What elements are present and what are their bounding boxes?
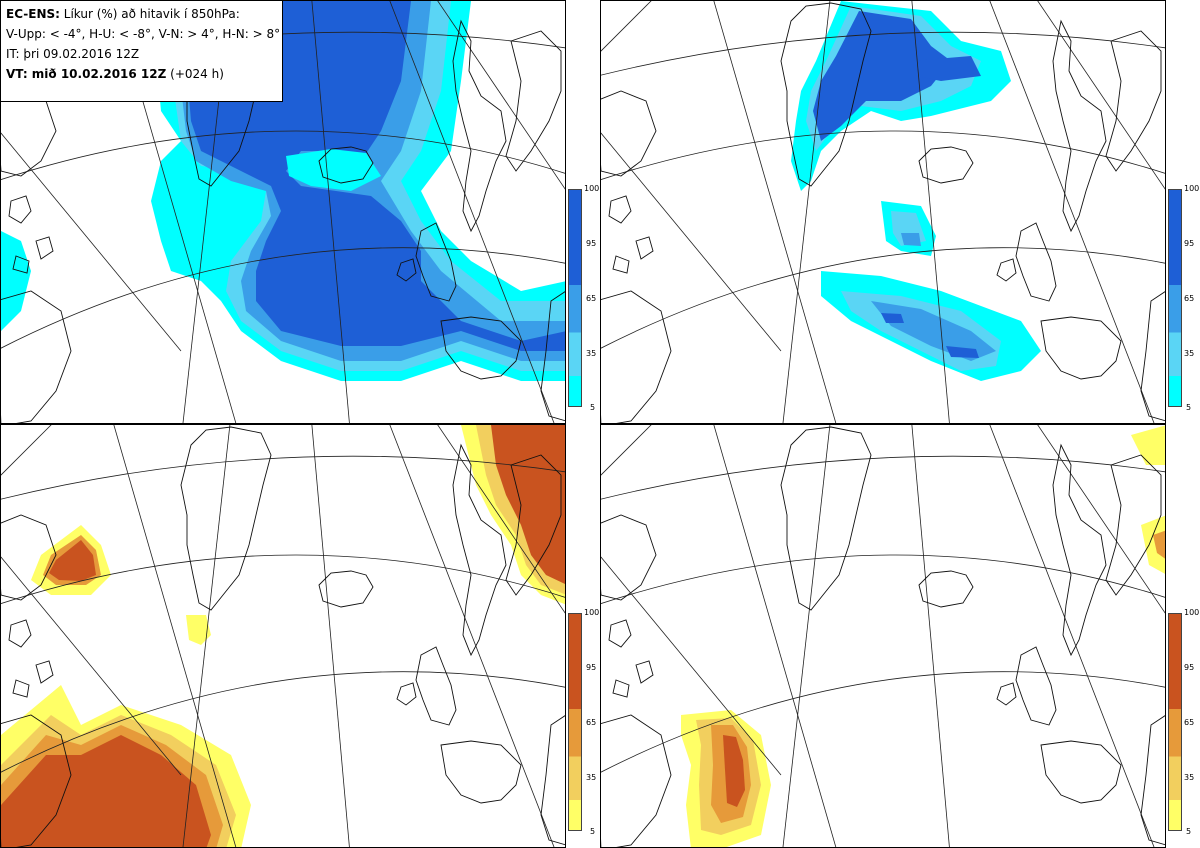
colorbar-tick: 5: [1186, 403, 1192, 412]
probability-map-h-n: [601, 425, 1165, 847]
info-valid-time: VT: mið 10.02.2016 12Z: [6, 67, 167, 81]
probability-field: [791, 1, 1041, 381]
colorbar-tick: 95: [1184, 663, 1195, 672]
colorbar-tick: 5: [1186, 827, 1192, 836]
info-title-text: Líkur (%) að hitavik í 850hPa:: [59, 7, 240, 21]
probability-map-v-n: [1, 425, 565, 847]
colorbar-tick: 65: [586, 294, 597, 303]
colorbar-tick: 35: [1184, 773, 1195, 782]
colorbar-tick: 65: [1184, 718, 1195, 727]
colorbar-tick: 65: [1184, 294, 1195, 303]
colorbar-tick: 35: [1184, 349, 1195, 358]
colorbar-tick: 95: [586, 239, 597, 248]
map-panel-h-n: [600, 424, 1166, 848]
colorbar-tick: 100: [1184, 184, 1200, 193]
probability-field: [1, 425, 565, 847]
colorbar-tick: 5: [590, 827, 596, 836]
colorbar-tick: 5: [590, 403, 596, 412]
map-info-box: EC-ENS: Líkur (%) að hitavik í 850hPa: V…: [1, 1, 283, 102]
map-panel-v-upp: EC-ENS: Líkur (%) að hitavik í 850hPa: V…: [0, 0, 566, 424]
map-panel-h-u: [600, 0, 1166, 424]
colorbar-tick: 35: [586, 773, 597, 782]
map-panel-v-n: [0, 424, 566, 848]
colorbar-tick: 100: [584, 608, 600, 617]
probability-map-h-u: [601, 1, 1165, 423]
colorbar-tick: 95: [586, 663, 597, 672]
colorbar-tick: 65: [586, 718, 597, 727]
info-initial-time: IT: þri 09.02.2016 12Z: [6, 47, 140, 61]
colorbar-tick: 95: [1184, 239, 1195, 248]
colorbar-tick: 100: [1184, 608, 1200, 617]
info-title-bold: EC-ENS:: [6, 7, 60, 21]
colorbar-tick: 100: [584, 184, 600, 193]
info-thresholds: V-Upp: < -4°, H-U: < -8°, V-N: > 4°, H-N…: [6, 27, 281, 41]
probability-field: [681, 425, 1165, 847]
info-lead-time: (+024 h): [166, 67, 224, 81]
colorbar-tick: 35: [586, 349, 597, 358]
